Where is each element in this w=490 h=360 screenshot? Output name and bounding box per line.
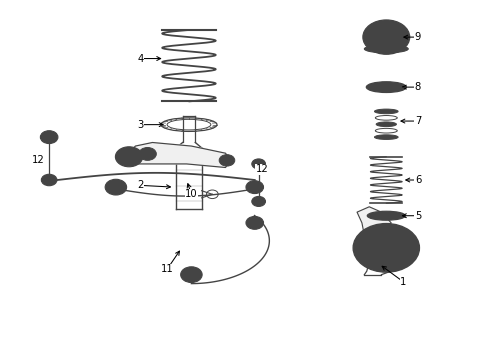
Circle shape: [252, 159, 266, 169]
Circle shape: [139, 148, 156, 160]
Text: 12: 12: [31, 156, 44, 165]
Text: 9: 9: [415, 32, 421, 42]
Circle shape: [219, 155, 235, 166]
Circle shape: [105, 179, 126, 195]
Circle shape: [252, 197, 266, 206]
Ellipse shape: [365, 45, 408, 53]
Circle shape: [246, 181, 264, 194]
Polygon shape: [125, 143, 230, 167]
Text: 10: 10: [185, 189, 198, 199]
Circle shape: [181, 267, 202, 283]
Text: 8: 8: [415, 82, 421, 92]
Text: 7: 7: [415, 116, 421, 126]
Circle shape: [40, 131, 58, 144]
Text: 2: 2: [137, 180, 144, 190]
Ellipse shape: [376, 122, 396, 127]
Ellipse shape: [368, 211, 405, 220]
Polygon shape: [357, 207, 391, 235]
Circle shape: [246, 216, 264, 229]
Text: 6: 6: [415, 175, 421, 185]
Text: 3: 3: [137, 120, 144, 130]
Text: 12: 12: [256, 164, 269, 174]
Circle shape: [41, 174, 57, 186]
Ellipse shape: [374, 135, 398, 139]
Circle shape: [116, 147, 143, 167]
Ellipse shape: [367, 82, 406, 93]
Ellipse shape: [374, 109, 398, 114]
Circle shape: [363, 20, 410, 54]
Circle shape: [353, 224, 419, 272]
Text: 1: 1: [400, 277, 407, 287]
Text: 11: 11: [161, 264, 173, 274]
Text: 4: 4: [137, 54, 144, 64]
Text: 5: 5: [415, 211, 421, 221]
